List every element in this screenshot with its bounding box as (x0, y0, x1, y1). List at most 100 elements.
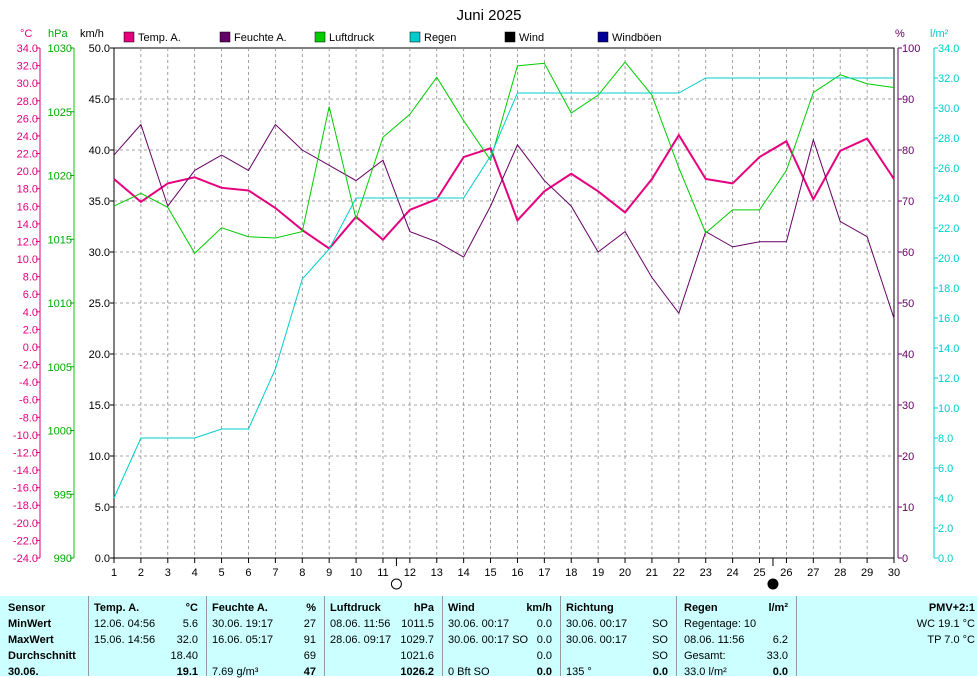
temp-tick-label: -24.0 (13, 553, 38, 565)
legend-swatch (409, 31, 421, 43)
direction-row-info: 135 ° (566, 666, 592, 678)
wind-tick-label: 40.0 (89, 145, 110, 157)
temp-tick-label: 8.0 (23, 272, 38, 284)
x-tick-label: 30 (888, 567, 900, 579)
humidity-tick-label: 30 (902, 400, 914, 412)
legend-label: Regen (424, 32, 456, 44)
x-tick-label: 26 (780, 567, 792, 579)
rain-row-info: 33.0 l/m² (684, 666, 727, 678)
pressure-tick-label: 1015 (48, 234, 72, 246)
wind-row-info: 0 Bft SO (448, 666, 490, 678)
pressure-tick-label: 990 (54, 553, 72, 565)
rain-tick-label: 2.0 (938, 523, 953, 535)
legend-item: Regen (409, 31, 456, 44)
wind-tick-label: 35.0 (89, 196, 110, 208)
axis-unit-labels: °C hPa km/h % l/m² (20, 28, 949, 40)
humidity-row-info: 30.06. 19:17 (212, 618, 274, 630)
pressure-header: Luftdruck (330, 602, 381, 614)
humidity-tick-label: 100 (902, 43, 920, 55)
legend-item: Luftdruck (314, 31, 375, 44)
x-tick-label: 16 (511, 567, 523, 579)
legend-swatch (219, 31, 231, 43)
wind-tick-label: 50.0 (89, 43, 110, 55)
legend-label: Temp. A. (138, 32, 181, 44)
temp-tick-label: -16.0 (13, 483, 38, 495)
humidity-tick-label: 40 (902, 349, 914, 361)
x-tick-label: 25 (753, 567, 765, 579)
sensor-row-label: MaxWert (8, 634, 54, 646)
pressure-tick-label: 1030 (48, 43, 72, 55)
series-line-feuchte-a- (113, 123, 895, 319)
legend-item: Temp. A. (123, 31, 181, 44)
humidity-unit: % (306, 602, 316, 614)
temp-row-info: 12.06. 04:56 (94, 618, 156, 630)
pressure-row-value: 1029.7 (400, 634, 434, 646)
chart-title: Juni 2025 (456, 7, 521, 24)
rain-tick-label: 8.0 (938, 433, 953, 445)
wind-tick-label: 45.0 (89, 94, 110, 106)
grid (113, 47, 895, 559)
temp-tick-label: 32.0 (17, 61, 38, 73)
moon-markers (390, 558, 779, 590)
x-tick-label: 20 (619, 567, 631, 579)
direction-row-value: 0.0 (652, 666, 668, 678)
temp-tick-label: -14.0 (13, 465, 38, 477)
rain-tick-label: 0.0 (938, 553, 953, 565)
wind-row-value: 0.0 (536, 618, 552, 630)
rain-row-value: 0.0 (772, 666, 788, 678)
pressure-tick-label: 1000 (48, 426, 72, 438)
x-tick-label: 8 (299, 567, 305, 579)
pressure-tick-label: 1005 (48, 362, 72, 374)
legend-item: Feuchte A. (219, 31, 287, 44)
extra-row: WC 19.1 °C (916, 618, 975, 630)
wind-tick-label: 0.0 (95, 553, 110, 565)
weather-chart: Juni 2025 Temp. A. Feuchte A. Luftdruck Reg… (13, 7, 959, 590)
temp-tick-label: 26.0 (17, 113, 38, 125)
statistics-panel: Sensor MinWert MaxWert Durchschnitt 30.06. Te… (0, 596, 977, 678)
rain-tick-label: 12.0 (938, 373, 959, 385)
x-tick-label: 10 (350, 567, 362, 579)
wind-row-info: 30.06. 00:17 SO (448, 634, 529, 646)
humidity-row-value: 69 (303, 650, 316, 662)
sensor-row-label: Durchschnitt (8, 650, 76, 662)
pressure-tick-label: 1025 (48, 107, 72, 119)
x-tick-label: 5 (219, 567, 225, 579)
wind-unit: km/h (526, 602, 552, 614)
series-line-temp-a- (113, 133, 895, 250)
rain-tick-label: 4.0 (938, 493, 953, 505)
column-divider (560, 596, 561, 676)
temp-tick-label: 30.0 (17, 78, 38, 90)
wind-header: Wind (448, 602, 475, 614)
humidity-tick-label: 90 (902, 94, 914, 106)
wind-row-value: 0.0 (536, 650, 552, 662)
humidity-row-value: 27 (303, 618, 316, 630)
temp-tick-label: 20.0 (17, 166, 38, 178)
temp-tick-label: 6.0 (23, 289, 38, 301)
rain-tick-label: 26.0 (938, 163, 959, 175)
extra-row: PMV+2:1 (928, 602, 975, 614)
humidity-header: Feuchte A. (212, 602, 268, 614)
x-tick-label: 2 (138, 567, 144, 579)
wind-tick-label: 20.0 (89, 349, 110, 361)
humidity-tick-label: 50 (902, 298, 914, 310)
temp-header: Temp. A. (94, 602, 140, 614)
humidity-row-info: 16.06. 05:17 (212, 634, 274, 646)
column-divider (324, 596, 325, 676)
series-line-luftdruck (113, 61, 895, 255)
x-tick-label: 21 (646, 567, 658, 579)
temp-row-value: 5.6 (182, 618, 198, 630)
rain-tick-label: 20.0 (938, 253, 959, 265)
x-tick-label: 11 (377, 567, 388, 579)
wind-row-value: 0.0 (536, 634, 552, 646)
series-lines (113, 61, 895, 499)
legend-label: Windböen (612, 32, 662, 44)
wind-unit-label: km/h (80, 28, 104, 40)
temp-tick-label: -10.0 (13, 430, 38, 442)
wind-tick-label: 10.0 (89, 451, 110, 463)
temp-tick-label: -18.0 (13, 500, 38, 512)
column-divider (676, 596, 677, 676)
rain-row-info: Regentage: 10 (684, 618, 757, 630)
legend-swatch (123, 31, 135, 43)
temp-tick-label: 24.0 (17, 131, 38, 143)
humidity-row-value: 91 (303, 634, 316, 646)
